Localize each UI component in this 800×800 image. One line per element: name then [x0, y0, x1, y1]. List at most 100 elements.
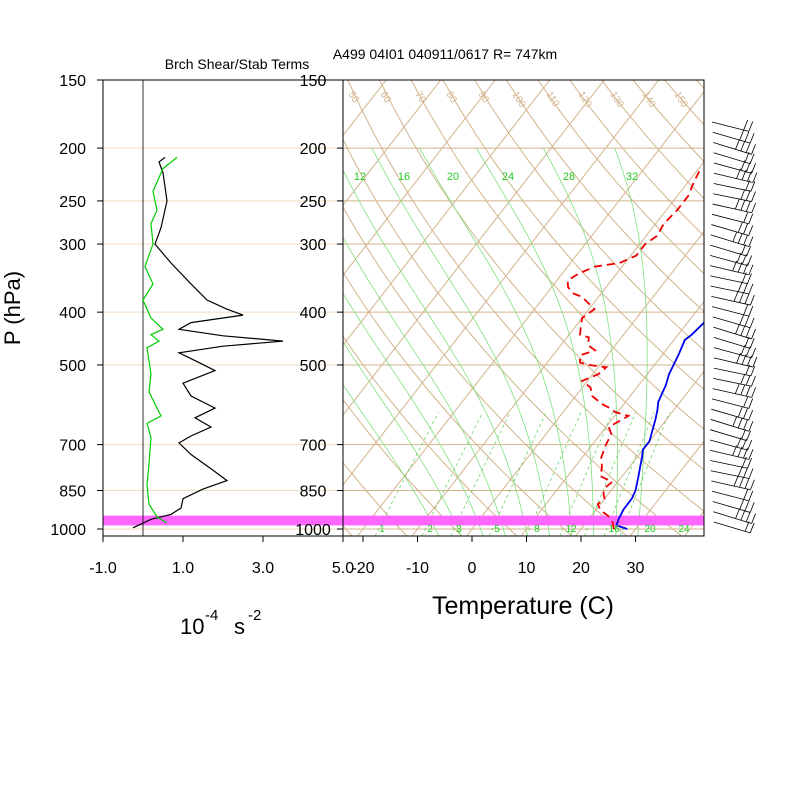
wind-barb-flag: [743, 396, 748, 408]
wind-barb-flag: [740, 373, 746, 385]
mixing-ratio-label: 8: [534, 524, 540, 535]
isotherm-line: [357, 91, 704, 536]
wind-barb-flag: [752, 356, 758, 368]
wind-barb-shaft: [711, 213, 749, 225]
right-xtick-label: 10: [518, 560, 536, 577]
wind-barb-shaft: [712, 388, 752, 398]
wind-barb-flag: [752, 172, 758, 183]
wind-barb-flag: [748, 305, 754, 317]
left-xtick-label: 5.0: [332, 560, 354, 577]
wind-barb-shaft: [710, 470, 750, 479]
right-xtick-label: 30: [627, 560, 645, 577]
wind-barb-flag: [742, 438, 747, 449]
wind-barb-flag: [743, 282, 748, 293]
isotherm-line: [343, 80, 442, 207]
wind-barb-flag: [743, 304, 749, 315]
left-series-group: [132, 156, 284, 529]
wind-barb-flag: [746, 430, 752, 441]
wind-barb-flag: [743, 212, 749, 223]
wind-barb-flag: [748, 490, 754, 501]
wet-adiabat-label: 32: [626, 171, 638, 183]
dry-adiabat-line: [505, 80, 704, 313]
right-highlight-band: [343, 515, 704, 526]
wind-barb-flag: [748, 236, 754, 247]
moist-adiabat-line: [343, 383, 440, 536]
wind-barb-flag: [745, 142, 751, 153]
wind-barb-flag: [745, 346, 751, 357]
wind-barb-flag: [736, 252, 742, 263]
left-ytick-label: 200: [59, 141, 86, 158]
wind-barb-flag: [747, 439, 753, 451]
right-ytick-label: 400: [300, 305, 327, 322]
wind-barb-flag: [743, 234, 748, 246]
left-x-ticks: -1.0 1.0 3.0 5.0: [89, 536, 354, 577]
wind-barb-flag: [735, 139, 740, 150]
wind-barb-flag: [736, 437, 742, 448]
wind-barb-shaft: [710, 285, 750, 295]
wind-barb-flag: [745, 374, 751, 386]
left-xlabel-unit: s: [234, 614, 245, 639]
wind-barb-flag: [748, 283, 754, 295]
wind-barb-flag: [751, 191, 756, 202]
wind-barb-flag: [733, 475, 739, 487]
wind-barb-flag: [744, 316, 750, 327]
mixing-ratio-label: 24: [678, 524, 690, 535]
moist-adiabat-line: [542, 147, 618, 536]
mixing-ratio-label: 20: [644, 524, 656, 535]
mixing-ratio-label: 3: [456, 524, 462, 535]
wind-barb-flag: [748, 468, 754, 479]
wind-barb-flag: [739, 129, 745, 141]
wind-barb-flag: [750, 479, 755, 490]
wind-barb-flag: [743, 119, 749, 131]
wind-barb-flag: [745, 190, 751, 201]
left-ytick-label: 850: [59, 484, 86, 501]
isotherm-line: [343, 80, 605, 416]
right-ytick-label: 850: [300, 484, 327, 501]
wind-barb-shaft: [713, 193, 752, 202]
wind-barb-shaft: [712, 501, 751, 513]
moist-adiabat-line: [419, 147, 573, 536]
wind-barb-flag: [740, 160, 746, 171]
wind-barb-flag: [751, 202, 757, 213]
wind-barb-flag: [741, 272, 747, 283]
wind-barb-shaft: [710, 460, 748, 469]
left-ytick-label: 300: [59, 237, 86, 254]
wind-barb-flag: [741, 354, 747, 365]
moist-adiabat-line: [343, 236, 506, 536]
wind-barb-flag: [743, 419, 748, 430]
left-highlight-band: [103, 515, 343, 526]
isotherm-line: [629, 440, 704, 536]
wind-barb-flag: [737, 281, 743, 292]
wind-barb-flag: [741, 244, 746, 255]
wind-barb-flag: [737, 466, 743, 477]
left-ytick-label: 150: [59, 73, 86, 90]
right-series-group: [566, 170, 704, 530]
dry-adiabat-line: [442, 80, 704, 391]
dry-adiabat-line: [343, 335, 518, 536]
wind-barb-flag: [737, 417, 743, 429]
wind-barb-flag: [751, 513, 756, 524]
dry-adiabat-line: [343, 206, 628, 536]
left-xlabel-base: 10: [180, 614, 204, 639]
wind-barb-flag: [735, 323, 740, 335]
wind-barb-flag: [740, 325, 746, 336]
wind-barb-shaft: [713, 326, 752, 340]
wind-barb-flag: [737, 446, 743, 457]
right-title: A499 04I01 040911/0617 R= 747km: [333, 46, 557, 62]
mixing-ratio-label: 1: [379, 524, 385, 535]
wind-barb-flag: [750, 365, 756, 377]
wind-barb-flag: [737, 233, 743, 244]
wind-barb-flag: [744, 500, 750, 512]
wind-barb-flag: [739, 292, 744, 303]
isotherm-line: [466, 230, 704, 536]
wet-adiabat-label: 12: [354, 171, 366, 183]
wind-barb-flag: [747, 255, 753, 266]
wind-barb-flag: [748, 225, 754, 236]
wind-barb-flag: [743, 263, 748, 274]
shear-stability-panel: 150 200 250 300 400 500 700 850 1000 -1.0 1.0 3.0 5…: [0, 56, 354, 639]
wind-barb-shaft: [712, 316, 751, 329]
wind-barb-shaft: [713, 142, 752, 155]
wind-barb-flag: [741, 456, 747, 468]
wind-barb-flag: [749, 502, 755, 513]
wind-barb-shaft: [712, 131, 751, 144]
